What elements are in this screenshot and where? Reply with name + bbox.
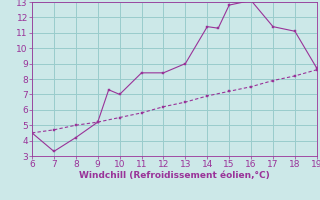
X-axis label: Windchill (Refroidissement éolien,°C): Windchill (Refroidissement éolien,°C) bbox=[79, 171, 270, 180]
